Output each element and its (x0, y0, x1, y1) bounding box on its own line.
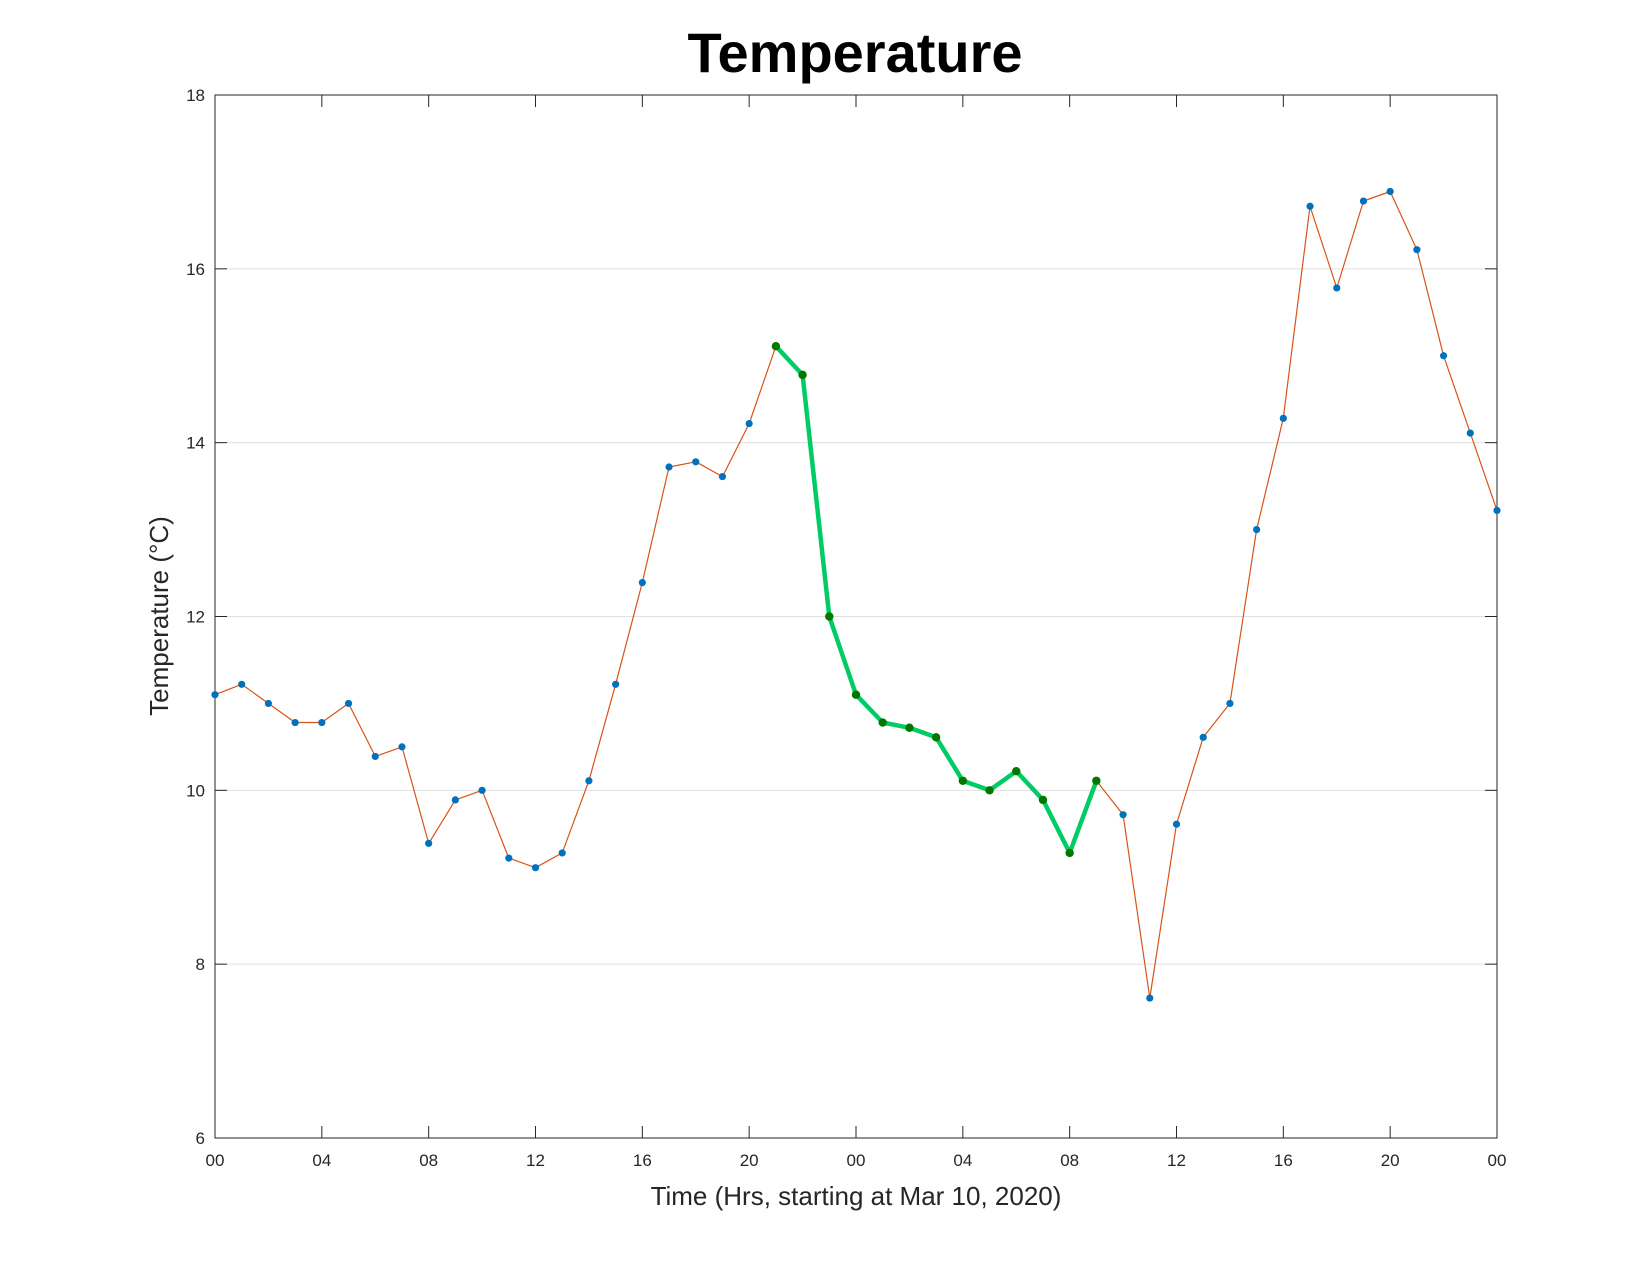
temperature-point (1413, 246, 1421, 254)
temperature-point (531, 864, 540, 872)
y-tick-label: 10 (186, 781, 205, 800)
temperature-point (612, 680, 620, 688)
temperature-point (665, 463, 673, 471)
x-axis-label: Time (Hrs, starting at Mar 10, 2020) (651, 1181, 1062, 1211)
y-tick-label: 12 (186, 608, 205, 627)
x-tick-label: 04 (312, 1151, 331, 1170)
temperature-point (1439, 352, 1448, 360)
x-tick-label: 04 (953, 1151, 972, 1170)
y-axis-label: Temperature (°C) (144, 516, 174, 716)
highlight-point (1065, 848, 1074, 858)
x-tick-label: 00 (206, 1151, 225, 1170)
highlight-point (851, 690, 861, 699)
x-tick-label: 12 (526, 1151, 545, 1170)
temperature-point (585, 777, 593, 785)
temperature-point (745, 419, 753, 428)
temperature-point (1493, 506, 1501, 515)
y-tick-label: 16 (186, 260, 205, 279)
temperature-point (264, 699, 273, 708)
temperature-point (478, 786, 486, 794)
temperature-point (1359, 197, 1368, 205)
highlight-point (958, 776, 968, 785)
temperature-point (318, 718, 326, 727)
highlight-point (985, 786, 994, 795)
temperature-point (1199, 733, 1207, 741)
gridlines (215, 268, 1497, 965)
y-tick-label: 14 (186, 434, 205, 453)
highlight-point (905, 723, 914, 732)
highlight-point (878, 718, 887, 727)
highlight-point (1012, 767, 1021, 776)
highlight-point (931, 733, 941, 742)
temperature-point (1146, 994, 1154, 1002)
temperature-point (1226, 699, 1234, 708)
temperature-point (718, 472, 727, 481)
temperature-point (638, 579, 646, 587)
y-tick-label: 6 (196, 1129, 205, 1148)
chart-title: Temperature (687, 21, 1022, 84)
temperature-point (425, 839, 433, 847)
temperature-point (371, 752, 379, 761)
temperature-point (1466, 429, 1474, 437)
temperature-point (1279, 414, 1287, 422)
x-tick-label: 16 (633, 1151, 652, 1170)
x-tick-label: 20 (740, 1151, 759, 1170)
temperature-point (238, 680, 246, 688)
y-tick-label: 8 (196, 955, 205, 974)
temperature-point (558, 849, 566, 857)
highlight-point (1092, 776, 1101, 785)
highlight-point (798, 370, 807, 380)
temperature-point (291, 718, 299, 727)
axis-ticks: 6 8 10 12 14 16 18 00 04 08 12 16 20 00 04 08 12 16 20 00 (186, 86, 1506, 1170)
temperature-point (1306, 202, 1314, 210)
x-tick-label: 12 (1167, 1151, 1186, 1170)
x-tick-label: 08 (419, 1151, 438, 1170)
series-layer (211, 187, 1501, 1002)
temperature-point (398, 743, 406, 751)
highlight-point (1038, 795, 1048, 805)
temperature-point (344, 699, 353, 708)
x-tick-label: 20 (1381, 1151, 1400, 1170)
temperature-point (505, 854, 513, 862)
temperature-point (1119, 811, 1127, 819)
highlight-line (773, 343, 1099, 856)
temperature-point (692, 458, 700, 466)
x-tick-label: 16 (1274, 1151, 1293, 1170)
temperature-point (1333, 284, 1341, 292)
x-tick-label: 00 (847, 1151, 866, 1170)
temperature-point (211, 691, 219, 699)
temperature-point (451, 796, 459, 804)
temperature-point (1172, 820, 1181, 828)
temperature-point (1253, 525, 1261, 534)
temperature-line (214, 190, 1498, 999)
x-tick-label: 00 (1488, 1151, 1507, 1170)
temperature-point (1386, 187, 1394, 196)
highlight-point (825, 612, 834, 621)
y-tick-label: 18 (186, 86, 205, 105)
x-tick-label: 08 (1060, 1151, 1079, 1170)
highlight-point (771, 341, 781, 351)
